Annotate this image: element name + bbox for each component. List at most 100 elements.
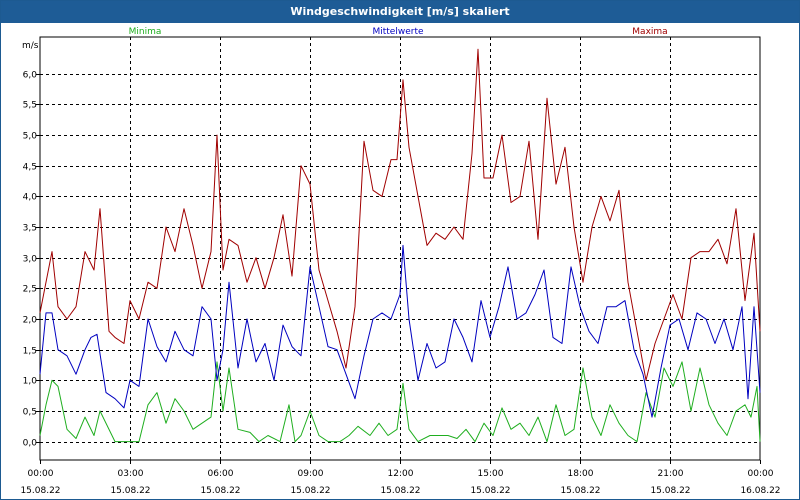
data-point xyxy=(381,196,382,197)
data-point xyxy=(75,438,76,439)
data-point xyxy=(378,423,379,424)
x-tick-time-label: 12:00 xyxy=(388,469,414,479)
data-point xyxy=(210,251,211,252)
data-point xyxy=(216,380,217,381)
data-point xyxy=(300,355,301,356)
data-point xyxy=(678,318,679,319)
data-point xyxy=(744,404,745,405)
y-tick-label: 5,5 xyxy=(23,101,37,111)
data-point xyxy=(114,337,115,338)
data-point xyxy=(66,429,67,430)
data-point xyxy=(183,349,184,350)
data-point xyxy=(402,79,403,80)
data-point xyxy=(318,269,319,270)
data-point xyxy=(663,318,664,319)
data-point xyxy=(327,300,328,301)
data-point xyxy=(642,374,643,375)
data-point xyxy=(444,239,445,240)
data-point xyxy=(618,423,619,424)
data-point xyxy=(174,331,175,332)
data-point xyxy=(699,367,700,368)
data-point xyxy=(84,251,85,252)
data-point xyxy=(690,257,691,258)
data-point xyxy=(582,367,583,368)
data-point xyxy=(660,367,661,368)
data-point xyxy=(114,398,115,399)
data-point xyxy=(645,380,646,381)
data-point xyxy=(606,306,607,307)
x-tick-time-label: 09:00 xyxy=(298,469,324,479)
data-point xyxy=(564,435,565,436)
data-point xyxy=(165,361,166,362)
data-point xyxy=(546,98,547,99)
data-point xyxy=(339,441,340,442)
data-point xyxy=(369,435,370,436)
data-point xyxy=(84,349,85,350)
data-point xyxy=(717,423,718,424)
data-point xyxy=(354,306,355,307)
data-point xyxy=(483,423,484,424)
axes: 0,0 0,5 1,0 1,5 2,0 2,5 3,0 3,5 4,0 4,5 5,0 5,5 6,0 m… xyxy=(20,36,781,496)
data-point xyxy=(756,386,757,387)
data-point xyxy=(465,429,466,430)
data-point xyxy=(546,441,547,442)
x-tick-time-label: 06:00 xyxy=(208,469,234,479)
legend-entry-maxima: Maxima xyxy=(632,27,667,37)
data-point xyxy=(732,349,733,350)
data-point xyxy=(498,306,499,307)
x-tick-date-label: 15.08.22 xyxy=(650,486,690,496)
data-point xyxy=(105,392,106,393)
data-point xyxy=(477,49,478,50)
data-point xyxy=(480,300,481,301)
data-point xyxy=(201,288,202,289)
data-point xyxy=(663,367,664,368)
data-point xyxy=(39,374,40,375)
data-point xyxy=(654,417,655,418)
data-point xyxy=(759,392,760,393)
data-point xyxy=(39,435,40,436)
data-point xyxy=(681,318,682,319)
data-point xyxy=(399,294,400,295)
data-point xyxy=(402,383,403,384)
y-tick-label: 2,5 xyxy=(23,285,37,295)
data-point xyxy=(627,282,628,283)
data-point xyxy=(267,435,268,436)
data-point xyxy=(264,288,265,289)
x-tick-date-label: 15.08.22 xyxy=(290,486,330,496)
data-point xyxy=(309,410,310,411)
data-point xyxy=(147,404,148,405)
data-point xyxy=(714,343,715,344)
data-point xyxy=(591,226,592,227)
data-point xyxy=(282,214,283,215)
data-point xyxy=(759,331,760,332)
data-point xyxy=(165,423,166,424)
data-point xyxy=(429,435,430,436)
data-point xyxy=(570,266,571,267)
data-point xyxy=(534,294,535,295)
data-point xyxy=(66,318,67,319)
data-point xyxy=(426,343,427,344)
data-point xyxy=(51,380,52,381)
data-point xyxy=(279,441,280,442)
data-point xyxy=(228,282,229,283)
x-tick-time-label: 00:00 xyxy=(28,469,54,479)
data-point xyxy=(345,367,346,368)
data-point xyxy=(93,269,94,270)
data-point xyxy=(750,417,751,418)
data-point xyxy=(309,184,310,185)
y-tick-label: 0,5 xyxy=(23,408,37,418)
data-point xyxy=(555,184,556,185)
data-point xyxy=(672,294,673,295)
data-point xyxy=(45,282,46,283)
data-point xyxy=(435,233,436,234)
x-tick-date-label: 15.08.22 xyxy=(110,486,150,496)
data-point xyxy=(747,398,748,399)
data-point xyxy=(45,312,46,313)
data-point xyxy=(609,220,610,221)
data-point xyxy=(390,159,391,160)
data-point xyxy=(528,141,529,142)
chart-title: Windgeschwindigkeit [m/s] skaliert xyxy=(1,1,799,23)
data-point xyxy=(654,343,655,344)
data-point xyxy=(396,159,397,160)
